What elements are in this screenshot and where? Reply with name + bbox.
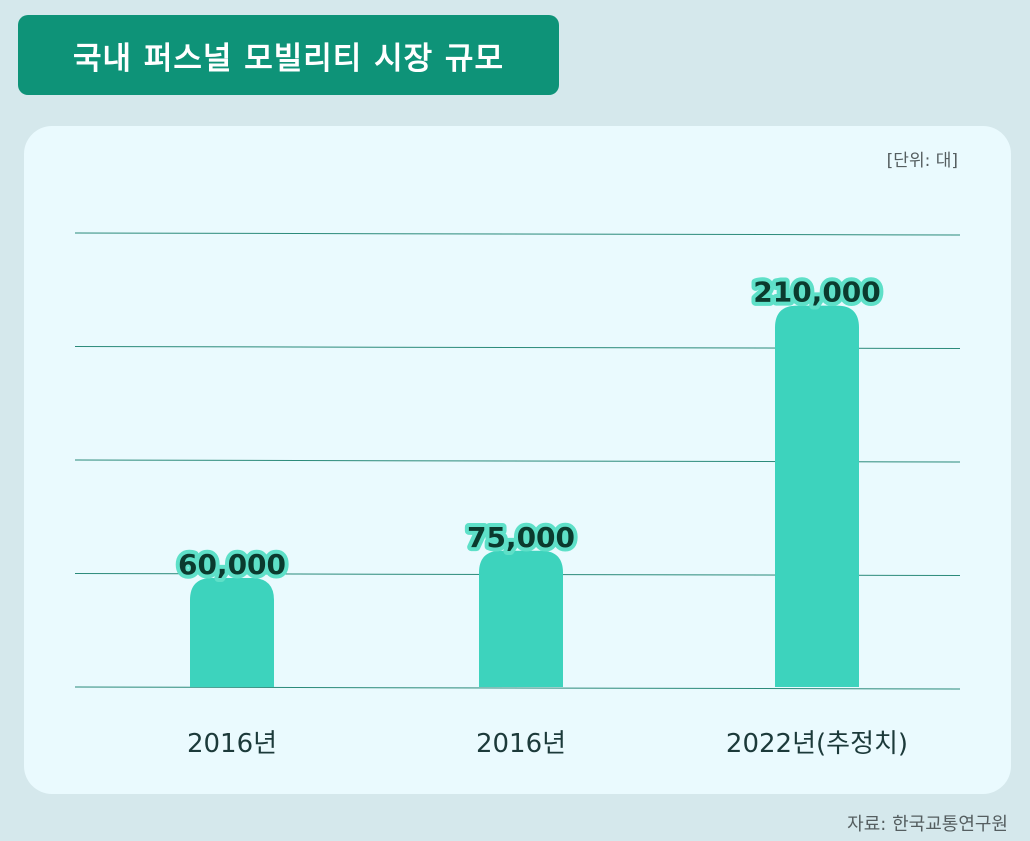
unit-label: [단위: 대] (886, 151, 958, 171)
category-label-2: 2016년 (476, 729, 566, 759)
bar-2 (479, 550, 563, 687)
source-label: 자료: 한국교통연구원 (847, 814, 1008, 835)
gridline (74, 686, 961, 690)
bar-3 (775, 305, 859, 687)
page-title: 국내 퍼스널 모빌리티 시장 규모 (73, 40, 504, 77)
bar-1 (190, 578, 274, 687)
category-label-1: 2016년 (187, 729, 277, 759)
value-label-3: 210,000 (753, 276, 881, 309)
title-box: 국내 퍼스널 모빌리티 시장 규모 (18, 15, 559, 95)
value-label-2: 75,000 (467, 521, 575, 554)
value-label-1: 60,000 (178, 548, 286, 581)
gridline (74, 232, 961, 236)
category-label-3: 2022년(추정치) (726, 729, 908, 759)
